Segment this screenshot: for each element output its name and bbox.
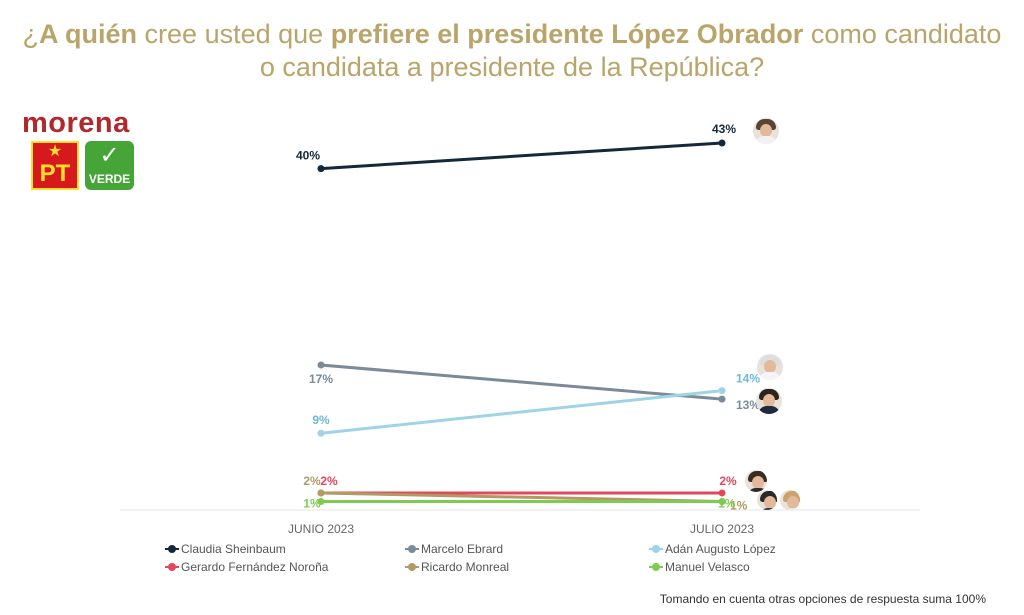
data-point-manuel-velasco-1 (718, 497, 726, 505)
legend-item-ad-n-augusto-l-pez: Adán Augusto López (649, 542, 776, 556)
morena-logo: morena (22, 107, 130, 139)
data-point-ad-n-augusto-l-pez-1 (718, 387, 726, 395)
title-line-2: o candidata a presidente de la República… (259, 52, 765, 82)
pt-logo-text: PT (39, 160, 71, 187)
data-label-manuel-velasco-1: 1% (718, 496, 736, 510)
data-label-marcelo-ebrard-0: 17% (309, 372, 333, 386)
data-label-ricardo-monreal-0: 2% (303, 474, 321, 488)
data-label-manuel-velasco-0: 1% (303, 496, 321, 510)
avatar-face (763, 394, 775, 407)
data-label-ad-n-augusto-l-pez-0: 9% (312, 413, 330, 427)
data-label-claudia-sheinbaum-1: 43% (712, 122, 736, 136)
avatar-body (755, 136, 777, 144)
legend-label: Adán Augusto López (665, 542, 776, 556)
data-point-marcelo-ebrard-0 (317, 361, 325, 369)
avatar-body (758, 406, 780, 414)
avatar-body (759, 372, 781, 380)
legend-marker-icon (165, 562, 179, 572)
party-logos: morena ★ PT ✓ VERDE (22, 108, 146, 192)
title-text-bold-2: prefiere el presidente López Obrador (330, 19, 804, 49)
legend-label: Manuel Velasco (665, 560, 750, 574)
data-point-claudia-sheinbaum-1 (718, 139, 726, 147)
x-tick-label-junio: JUNIO 2023 (288, 522, 354, 536)
data-point-ricardo-monreal-0 (317, 489, 325, 497)
data-point-marcelo-ebrard-1 (718, 395, 726, 403)
verde-logo-text: VERDE (88, 172, 131, 186)
avatar-face (764, 360, 776, 373)
star-icon: ★ (47, 143, 63, 160)
series-layer (317, 139, 726, 505)
legend-label: Ricardo Monreal (421, 560, 510, 574)
series-line-ad-n-augusto-l-pez (320, 389, 723, 435)
legend-marker-icon (405, 562, 419, 572)
data-point-gerardo-fern-ndez-noro-a-1 (718, 489, 726, 497)
legend-marker-icon (165, 544, 179, 554)
line-chart: 40%43%17%13%9%14%2% 2%2%1%1% 1% JUNIO 2023… (120, 122, 920, 536)
data-label-gerardo-fern-ndez-noro-a-0: 2% (320, 474, 338, 488)
sheinbaum-avatar (753, 118, 779, 144)
legend-item-marcelo-ebrard: Marcelo Ebrard (405, 542, 503, 556)
avatar-body (747, 488, 767, 492)
ebrard-avatar (756, 388, 782, 414)
title-text-post: como candidato (803, 19, 1002, 49)
legend-label: Gerardo Fernández Noroña (181, 560, 329, 574)
avatar-body (782, 508, 800, 510)
legend-marker-icon (405, 544, 419, 554)
data-point-manuel-velasco-0 (317, 497, 325, 505)
legend-item-claudia-sheinbaum: Claudia Sheinbaum (165, 542, 286, 556)
legend-label: Claudia Sheinbaum (181, 542, 286, 556)
data-label-marcelo-ebrard-1: 13% (736, 398, 760, 412)
x-tick-label-julio: JULIO 2023 (690, 522, 754, 536)
chart-title: ¿A quién cree usted que prefiere el pres… (0, 18, 1024, 84)
toucan-icon: ✓ (99, 142, 120, 169)
data-point-claudia-sheinbaum-0 (317, 165, 325, 173)
avatar-face (760, 124, 772, 137)
data-label-layer: 40%43%17%13%9%14%2% 2%2%1%1% 1% (296, 122, 760, 512)
avatar-face (764, 496, 776, 509)
series-line-marcelo-ebrard (320, 363, 723, 401)
data-label-ricardo-monreal-1: 1% (730, 498, 748, 512)
title-text-mid: cree usted que (137, 19, 331, 49)
data-label-claudia-sheinbaum-0: 40% (296, 149, 320, 163)
legend-item-manuel-velasco: Manuel Velasco (649, 560, 750, 574)
monreal-avatar (757, 490, 777, 510)
title-text-pre: ¿ (22, 19, 40, 49)
chart-legend: Claudia Sheinbaum Marcelo Ebrard Adán Augu… (165, 542, 865, 582)
adan-augusto-avatar (757, 354, 783, 380)
avatar-face (752, 476, 764, 489)
data-point-ad-n-augusto-l-pez-0 (317, 429, 325, 437)
velasco-avatar (780, 490, 800, 510)
title-line-1: ¿A quién cree usted que prefiere el pres… (0, 18, 1024, 51)
footnote: Tomando en cuenta otras opciones de resp… (659, 592, 986, 606)
avatar-face (787, 496, 799, 509)
data-label-ad-n-augusto-l-pez-1: 14% (736, 372, 760, 386)
avatar-body (759, 508, 777, 510)
legend-marker-icon (649, 544, 663, 554)
verde-logo: ✓ VERDE (85, 141, 134, 190)
legend-marker-icon (649, 562, 663, 572)
title-text-bold-1: A quién (39, 19, 138, 49)
pt-logo: ★ PT (31, 141, 79, 190)
legend-label: Marcelo Ebrard (421, 542, 504, 556)
norona-avatar (745, 470, 767, 492)
legend-item-gerardo-fern-ndez-noro-a: Gerardo Fernández Noroña (165, 560, 328, 574)
series-line-claudia-sheinbaum (320, 141, 723, 171)
data-label-gerardo-fern-ndez-noro-a-1: 2% (719, 474, 737, 488)
legend-item-ricardo-monreal: Ricardo Monreal (405, 560, 509, 574)
